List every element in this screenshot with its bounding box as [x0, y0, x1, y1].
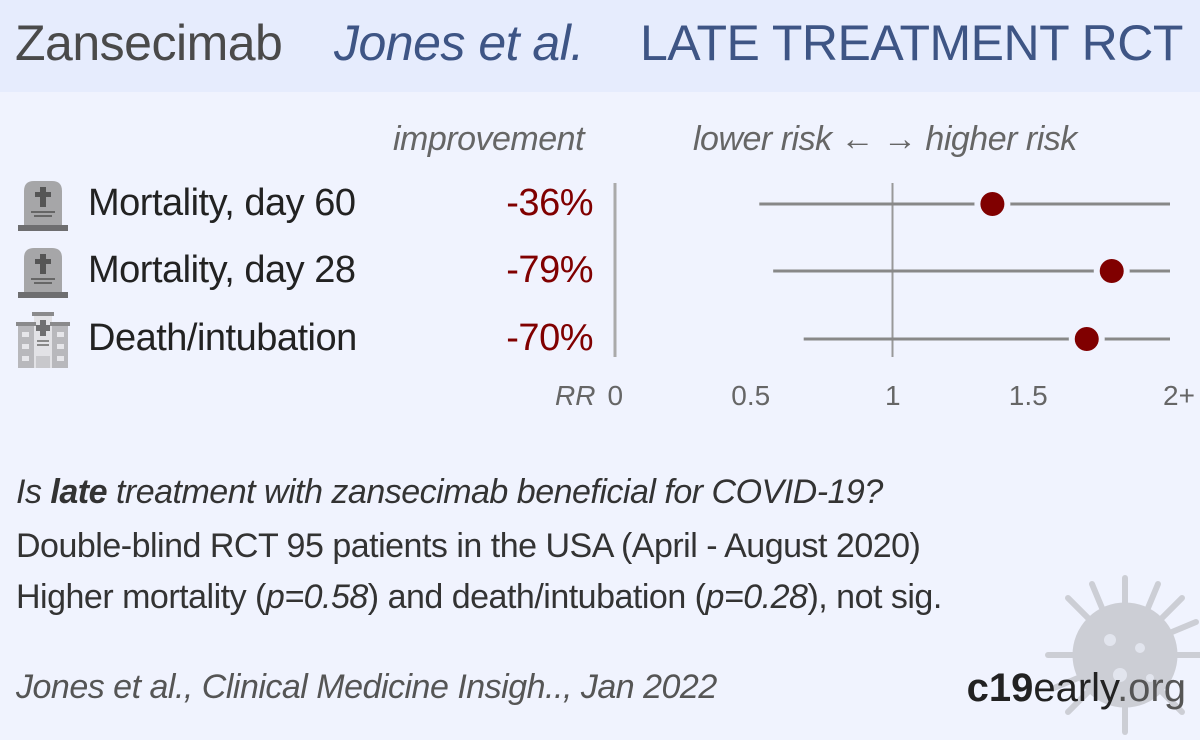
outcome-label: Death/intubation: [88, 317, 357, 359]
question-text: Is: [16, 473, 51, 511]
point-estimate: [980, 192, 1005, 216]
outcome-label: Mortality, day 28: [88, 249, 356, 291]
hospital-icon: [16, 312, 70, 368]
result-text: ) and death/intubation (: [367, 578, 706, 616]
study-author: Jones et al.: [334, 15, 584, 71]
result-text: Higher mortality (: [16, 578, 266, 616]
improvement-value: -36%: [506, 182, 593, 224]
study-question: Is late treatment with zansecimab benefi…: [16, 473, 883, 512]
rr-axis-label: RR: [555, 380, 596, 411]
improvement-value: -70%: [506, 317, 593, 359]
tombstone-icon: [18, 248, 68, 298]
point-estimate: [1099, 259, 1124, 283]
question-text: treatment with zansecimab beneficial for…: [107, 473, 883, 511]
point-estimate: [1074, 327, 1099, 351]
drug-name: Zansecimab: [15, 15, 283, 71]
tombstone-icon: [18, 181, 68, 231]
brand-logo[interactable]: c19early.org: [967, 666, 1186, 711]
question-emphasis: late: [50, 473, 107, 511]
x-tick-label: 0: [607, 380, 624, 411]
result-text: ), not sig.: [807, 578, 942, 616]
brand-mid: early: [1033, 666, 1118, 710]
title-banner: Zansecimab Jones et al. LATE TREATMENT R…: [0, 0, 1200, 92]
p-value: p=0.58: [265, 578, 368, 616]
risk-direction-header: lower risk ← → higher risk: [693, 120, 1077, 158]
x-tick-label: 1.5: [1008, 380, 1048, 411]
study-type: LATE TREATMENT RCT: [640, 15, 1183, 71]
study-design: Double-blind RCT 95 patients in the USA …: [16, 527, 921, 565]
brand-suffix: .org: [1117, 666, 1186, 710]
x-tick-label: 1: [885, 380, 901, 411]
x-tick-label: 2+: [1163, 380, 1195, 411]
improvement-column-header: improvement: [393, 120, 585, 158]
p-value: p=0.28: [705, 578, 808, 616]
study-result: Higher mortality (p=0.58) and death/intu…: [16, 578, 942, 617]
brand-bold: c19: [966, 666, 1034, 710]
x-tick-label: 0.5: [731, 380, 771, 411]
outcome-label: Mortality, day 60: [88, 182, 356, 224]
virus-icon: [1045, 575, 1200, 735]
citation: Jones et al., Clinical Medicine Insigh..…: [16, 668, 717, 706]
improvement-value: -79%: [506, 249, 593, 291]
